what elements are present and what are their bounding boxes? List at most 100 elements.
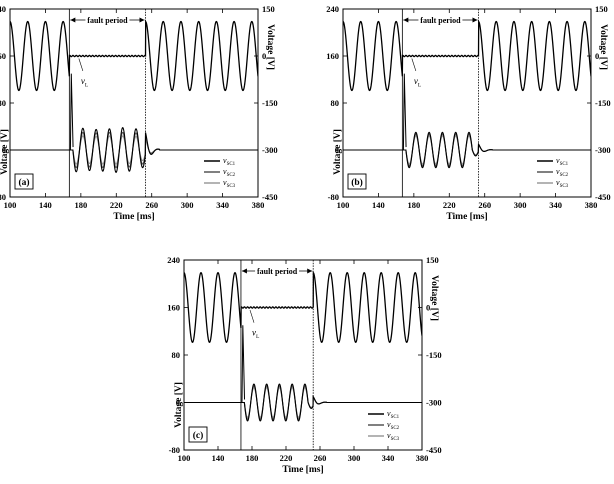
x-tick-label: 380 — [585, 200, 598, 210]
y-right-tick-label: -300 — [426, 398, 442, 408]
fault-period-label: fault period — [257, 267, 298, 276]
x-tick-label: 260 — [314, 453, 327, 463]
legend-entry: vSC2 — [223, 167, 236, 178]
fault-arrow-head-left — [241, 268, 247, 274]
y-right-tick-label: 150 — [426, 255, 439, 265]
y-right-tick-label: 0 — [426, 303, 430, 313]
x-tick-label: 180 — [407, 200, 420, 210]
x-tick-label: 260 — [145, 200, 158, 210]
vl-annotation-pointer — [78, 58, 84, 72]
x-tick-label: 300 — [348, 453, 361, 463]
legend-entry: vSC3 — [223, 178, 236, 189]
plot-frame — [9, 8, 259, 198]
y-right-tick-label: 0 — [262, 51, 266, 61]
legend-entry: vSC1 — [556, 156, 569, 167]
vl-annotation: vL — [81, 76, 89, 89]
y-right-tick-label: 150 — [262, 4, 275, 14]
fault-onset-spike — [402, 73, 407, 151]
y-left-tick-label: 80 — [331, 98, 340, 108]
x-tick-label: 220 — [280, 453, 293, 463]
y-left-tick-label: 0 — [2, 145, 6, 155]
series-vl-line — [10, 19, 258, 92]
y-left-tick-label: -80 — [169, 445, 180, 455]
y-left-axis-label: Voltage [V] — [333, 129, 343, 175]
y-left-tick-label: 160 — [0, 51, 6, 61]
fault-label-bg — [255, 265, 300, 276]
y-right-tick-label: -300 — [262, 145, 278, 155]
y-right-axis-label: Voltage [V] — [265, 24, 275, 70]
fault-label-bg — [85, 14, 130, 25]
fault-onset-spike — [241, 325, 246, 403]
x-tick-label: 380 — [252, 200, 265, 210]
y-right-tick-label: -150 — [426, 350, 442, 360]
chart-panel-a: fault period vL 100 140 180 220 260 300 340 380 -8… — [0, 4, 278, 222]
legend-entry: vSC2 — [556, 167, 569, 178]
chart-panel-b: fault period vL 100 140 180 220 260 300 340 380 -8… — [326, 4, 610, 222]
vl-annotation-pointer — [249, 309, 255, 323]
y-right-axis-label: Voltage [V] — [598, 24, 608, 70]
x-tick-label: 180 — [74, 200, 87, 210]
legend-entry: vSC2 — [387, 420, 400, 431]
y-left-tick-label: 240 — [167, 255, 180, 265]
x-tick-label: 100 — [4, 200, 17, 210]
chart-panel-c: fault period vL 100 140 180 220 260 300 340 380 -8… — [167, 255, 441, 475]
y-right-tick-label: -150 — [262, 98, 278, 108]
x-axis-label: Time [ms] — [282, 465, 323, 475]
x-tick-label: 340 — [382, 453, 395, 463]
series-sc1-line — [343, 131, 591, 169]
vl-annotation-pointer — [411, 58, 417, 72]
x-axis-label: Time [ms] — [446, 212, 487, 222]
y-left-tick-label: 240 — [326, 4, 339, 14]
x-tick-label: 340 — [216, 200, 229, 210]
panel-label-box — [188, 426, 208, 443]
fault-period-label: fault period — [87, 16, 128, 25]
y-left-tick-label: -80 — [328, 192, 339, 202]
series-sc1-line — [10, 127, 258, 173]
x-tick-label: 220 — [110, 200, 123, 210]
y-right-tick-label: -450 — [426, 445, 442, 455]
y-left-tick-label: 80 — [0, 98, 6, 108]
plot-area — [343, 19, 591, 169]
x-tick-label: 380 — [416, 453, 429, 463]
panel-label-box — [14, 173, 34, 190]
fault-arrow-head-left — [70, 17, 76, 23]
legend-entry: vSC1 — [223, 156, 236, 167]
fault-arrow-head-right — [139, 17, 145, 23]
legend-entry: vSC3 — [387, 431, 400, 442]
panel-label-box — [347, 173, 367, 190]
x-tick-label: 100 — [178, 453, 191, 463]
y-left-tick-label: 160 — [167, 303, 180, 313]
y-left-tick-label: 0 — [176, 398, 180, 408]
x-tick-label: 140 — [39, 200, 52, 210]
y-right-tick-label: -450 — [262, 192, 278, 202]
y-left-tick-label: 80 — [172, 350, 181, 360]
plot-area — [10, 19, 258, 173]
x-tick-label: 180 — [246, 453, 259, 463]
x-tick-label: 140 — [372, 200, 385, 210]
x-tick-label: 140 — [212, 453, 225, 463]
x-axis-label: Time [ms] — [113, 212, 154, 222]
y-right-tick-label: -300 — [595, 145, 611, 155]
fault-period-label: fault period — [420, 16, 461, 25]
fault-arrow-head-right — [472, 17, 478, 23]
y-right-axis-label: Voltage [V] — [429, 275, 439, 321]
x-tick-label: 340 — [549, 200, 562, 210]
fault-arrow-head-left — [403, 17, 409, 23]
y-left-tick-label: 240 — [0, 4, 6, 14]
panel-label: (a) — [18, 177, 29, 188]
fault-arrow-head-right — [307, 268, 313, 274]
series-vl-line — [184, 270, 422, 344]
x-tick-label: 260 — [478, 200, 491, 210]
y-left-tick-label: 0 — [335, 145, 339, 155]
fault-onset-spike — [69, 73, 74, 151]
series-vl-line — [343, 19, 591, 92]
series-sc1-line — [184, 383, 422, 422]
vl-annotation: vL — [252, 328, 260, 341]
plot-area — [184, 270, 422, 422]
x-tick-label: 300 — [514, 200, 527, 210]
y-left-axis-label: Voltage [V] — [174, 382, 184, 428]
x-tick-label: 220 — [443, 200, 456, 210]
plot-frame — [342, 8, 592, 198]
y-left-tick-label: 160 — [326, 51, 339, 61]
